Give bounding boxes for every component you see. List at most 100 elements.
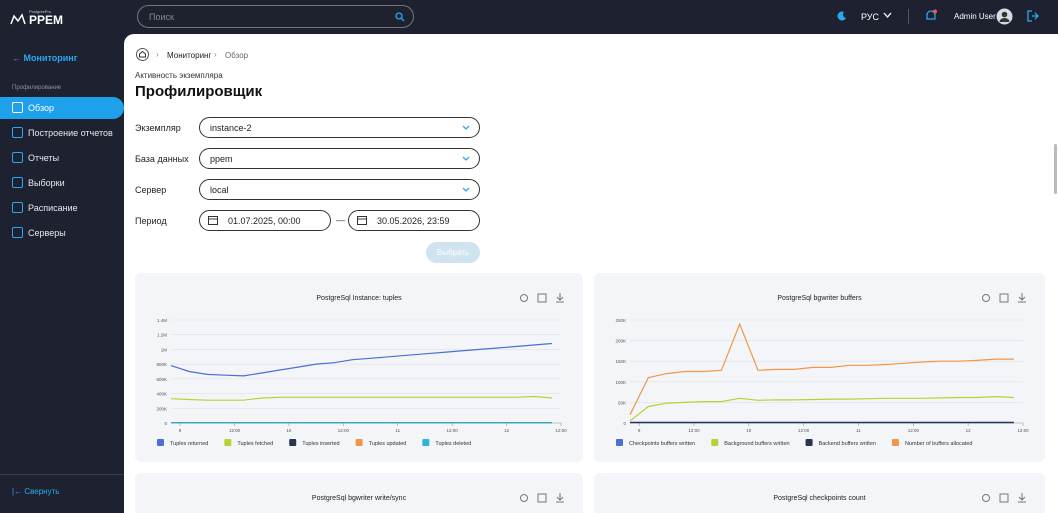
chart: PostgreSql bgwriter buffers 0 50K 100K 150K 2… [615, 293, 1029, 447]
section-label: Профилирование [12, 85, 62, 91]
logo-text: PPEM [29, 13, 64, 27]
legend-label[interactable]: Tuples returned [170, 441, 208, 447]
y-tick-label: 600K [156, 377, 167, 382]
select[interactable]: local [199, 179, 480, 200]
select[interactable]: ppem [199, 148, 480, 169]
legend-swatch[interactable] [289, 439, 297, 446]
chart-card: PostgreSql bgwriter buffers 0 50K 100K 150K 2… [594, 273, 1045, 462]
legend-label[interactable]: Checkpoints buffers written [629, 441, 695, 447]
legend-swatch[interactable] [355, 439, 363, 446]
select-value: ppem [210, 153, 233, 164]
calendar-icons [208, 216, 367, 225]
download-icon[interactable] [556, 493, 564, 503]
x-tick-label: 12 [966, 428, 972, 433]
reset-icon[interactable] [999, 493, 1009, 503]
legend-swatch[interactable] [616, 439, 623, 446]
back-text: Мониторинг [23, 53, 78, 63]
legend-label[interactable]: Tuples deleted [435, 441, 471, 447]
notifications[interactable] [924, 9, 938, 23]
language[interactable]: РУС [861, 12, 880, 22]
legend-swatch[interactable] [711, 439, 719, 446]
x-tick-label: 12:00 [688, 428, 700, 433]
nav-text: Отчеты [28, 153, 60, 163]
date-separator: — [336, 215, 345, 225]
x-tick-label: 12:00 [338, 428, 350, 433]
legend-swatch[interactable] [891, 439, 899, 446]
nav-item[interactable]: Отчеты [0, 147, 124, 169]
date-value: 30.05.2026, 23:59 [377, 215, 450, 226]
reset-icon[interactable] [537, 493, 547, 503]
field-label: База данных [135, 154, 189, 164]
series-line [629, 395, 1014, 422]
logo[interactable]: PostgresPro PPEM [10, 8, 70, 28]
date-input[interactable]: 01.07.2025, 00:00 [199, 210, 331, 231]
y-tick-label: 0 [164, 421, 167, 426]
chart-card: PostgreSql bgwriter write/sync [135, 473, 583, 513]
title: Профилировщик [135, 83, 263, 100]
date-input[interactable]: 30.05.2026, 23:59 [348, 210, 480, 231]
legend-swatch[interactable] [805, 439, 813, 446]
legend-label[interactable]: Number of buffers allocated [905, 441, 972, 447]
carets [462, 125, 470, 192]
y-tick-label: 1M [161, 347, 168, 352]
date-value: 01.07.2025, 00:00 [228, 215, 301, 226]
theme-icon[interactable] [837, 11, 847, 21]
x-tick-label: 9 [179, 428, 182, 433]
divider [0, 474, 124, 475]
button-text: Выбрать [436, 248, 470, 257]
search-placeholder: Поиск [149, 12, 174, 22]
nav-item[interactable]: Серверы [0, 222, 124, 244]
zoom-icon[interactable] [982, 494, 990, 502]
chart: PostgreSql bgwriter write/sync [312, 493, 564, 503]
legend-swatch[interactable] [224, 439, 232, 446]
reset-icon[interactable] [537, 293, 547, 303]
x-tick-label: 12:00 [229, 428, 241, 433]
x-tick-label: 12 [504, 428, 510, 433]
download-icon[interactable] [1018, 293, 1026, 303]
chart-card: PostgreSql Instance: tuples 0 200K 400K 600K… [135, 273, 583, 462]
zoom-icon[interactable] [982, 294, 990, 302]
zoom-icon[interactable] [520, 294, 528, 302]
legend-label[interactable]: Backend buffers written [819, 441, 876, 447]
legend-label[interactable]: Tuples inserted [302, 441, 339, 447]
reset-icon[interactable] [999, 293, 1009, 303]
legend-label[interactable]: Tuples updated [369, 441, 407, 447]
nav-text: Обзор [28, 103, 54, 113]
nav-item[interactable]: Обзор [0, 97, 124, 119]
language-caret [883, 12, 892, 18]
submit-button[interactable]: Выбрать [426, 242, 480, 263]
x-tick-label: 12:00 [798, 428, 810, 433]
zoom-icon[interactable] [520, 494, 528, 502]
avatar[interactable] [996, 8, 1013, 25]
breadcrumb[interactable]: Мониторинг [167, 51, 212, 60]
nav-item[interactable]: Построение отчетов [0, 122, 124, 144]
y-tick-label: 1.4M [157, 318, 167, 323]
x-tick-label: 10 [286, 428, 292, 433]
logout[interactable] [1027, 10, 1039, 22]
download-icon[interactable] [556, 293, 564, 303]
nav-item[interactable]: Расписание [0, 197, 124, 219]
user-name[interactable]: Admin User [954, 12, 996, 21]
sep: › [214, 50, 217, 59]
chart-title: PostgreSql bgwriter buffers [777, 295, 862, 302]
legend-label[interactable]: Background buffers written [724, 441, 789, 447]
download-icon[interactable] [1018, 493, 1026, 503]
nav-item[interactable]: Выборки [0, 172, 124, 194]
legend-swatch[interactable] [422, 439, 430, 446]
select[interactable]: instance-2 [199, 117, 480, 138]
y-tick-label: 0 [623, 421, 626, 426]
y-tick-label: 800K [156, 362, 167, 367]
chart-title: PostgreSql bgwriter write/sync [312, 495, 407, 502]
search[interactable]: Поиск [137, 5, 414, 28]
chart-card: PostgreSql checkpoints count [594, 473, 1045, 513]
sep: › [156, 50, 159, 59]
collapse[interactable]: |← Свернуть [12, 487, 60, 496]
back-link[interactable]: ← Мониторинг [12, 53, 78, 63]
legend-label[interactable]: Tuples fetched [237, 441, 273, 447]
legend-swatch[interactable] [157, 439, 164, 446]
scrollbar[interactable] [1054, 144, 1057, 194]
select-value: local [210, 184, 229, 195]
home-icon[interactable] [136, 48, 149, 61]
field-label: Сервер [135, 185, 167, 195]
field-label: Период [135, 216, 167, 226]
